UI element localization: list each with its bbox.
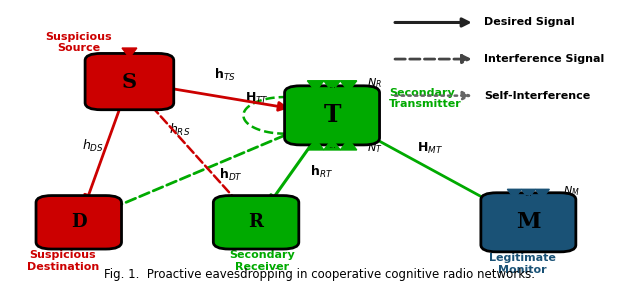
Text: $N_M$: $N_M$ bbox=[563, 185, 580, 198]
Polygon shape bbox=[522, 189, 535, 198]
Polygon shape bbox=[535, 189, 549, 198]
FancyBboxPatch shape bbox=[213, 195, 299, 249]
Text: Desired Signal: Desired Signal bbox=[484, 18, 575, 28]
Text: $N_R$: $N_R$ bbox=[367, 76, 382, 90]
Text: $N_T$: $N_T$ bbox=[367, 141, 383, 155]
Text: $h_{DS}$: $h_{DS}$ bbox=[82, 138, 104, 154]
Polygon shape bbox=[340, 81, 356, 92]
Polygon shape bbox=[508, 189, 522, 198]
Text: Suspicious
Destination: Suspicious Destination bbox=[27, 251, 99, 272]
Text: Secondary
Receiver: Secondary Receiver bbox=[230, 251, 295, 272]
FancyBboxPatch shape bbox=[481, 193, 576, 252]
Text: Legitimate
Monitor: Legitimate Monitor bbox=[488, 253, 556, 275]
Polygon shape bbox=[324, 81, 340, 92]
FancyBboxPatch shape bbox=[36, 195, 122, 249]
Text: $\mathbf{H}_{MT}$: $\mathbf{H}_{MT}$ bbox=[417, 141, 444, 156]
Polygon shape bbox=[324, 139, 340, 150]
Polygon shape bbox=[307, 81, 324, 92]
FancyBboxPatch shape bbox=[85, 53, 173, 110]
Text: ...: ... bbox=[524, 189, 532, 198]
Text: D: D bbox=[71, 213, 86, 231]
FancyBboxPatch shape bbox=[285, 86, 380, 145]
Text: R: R bbox=[248, 213, 264, 231]
Text: ...: ... bbox=[328, 141, 336, 150]
Text: $\mathbf{H}_{TT}$: $\mathbf{H}_{TT}$ bbox=[245, 91, 269, 106]
Text: Suspicious
Source: Suspicious Source bbox=[45, 32, 112, 53]
Text: S: S bbox=[122, 71, 137, 92]
Text: Fig. 1.  Proactive eavesdropping in cooperative cognitive radio networks.: Fig. 1. Proactive eavesdropping in coope… bbox=[104, 268, 535, 282]
Text: Self-Interference: Self-Interference bbox=[484, 91, 590, 101]
Text: M: M bbox=[516, 211, 541, 233]
Text: $h_{RS}$: $h_{RS}$ bbox=[170, 122, 191, 138]
Text: Interference Signal: Interference Signal bbox=[484, 54, 604, 64]
Text: Secondary
Transmitter: Secondary Transmitter bbox=[389, 88, 462, 109]
Text: T: T bbox=[323, 103, 341, 127]
Polygon shape bbox=[307, 139, 324, 150]
Text: ...: ... bbox=[328, 81, 336, 90]
Text: $\mathbf{h}_{TS}$: $\mathbf{h}_{TS}$ bbox=[214, 67, 236, 83]
Text: $\mathbf{h}_{DT}$: $\mathbf{h}_{DT}$ bbox=[219, 166, 243, 183]
Polygon shape bbox=[122, 48, 137, 58]
Polygon shape bbox=[340, 139, 356, 150]
Text: $\mathbf{h}_{RT}$: $\mathbf{h}_{RT}$ bbox=[310, 164, 333, 180]
